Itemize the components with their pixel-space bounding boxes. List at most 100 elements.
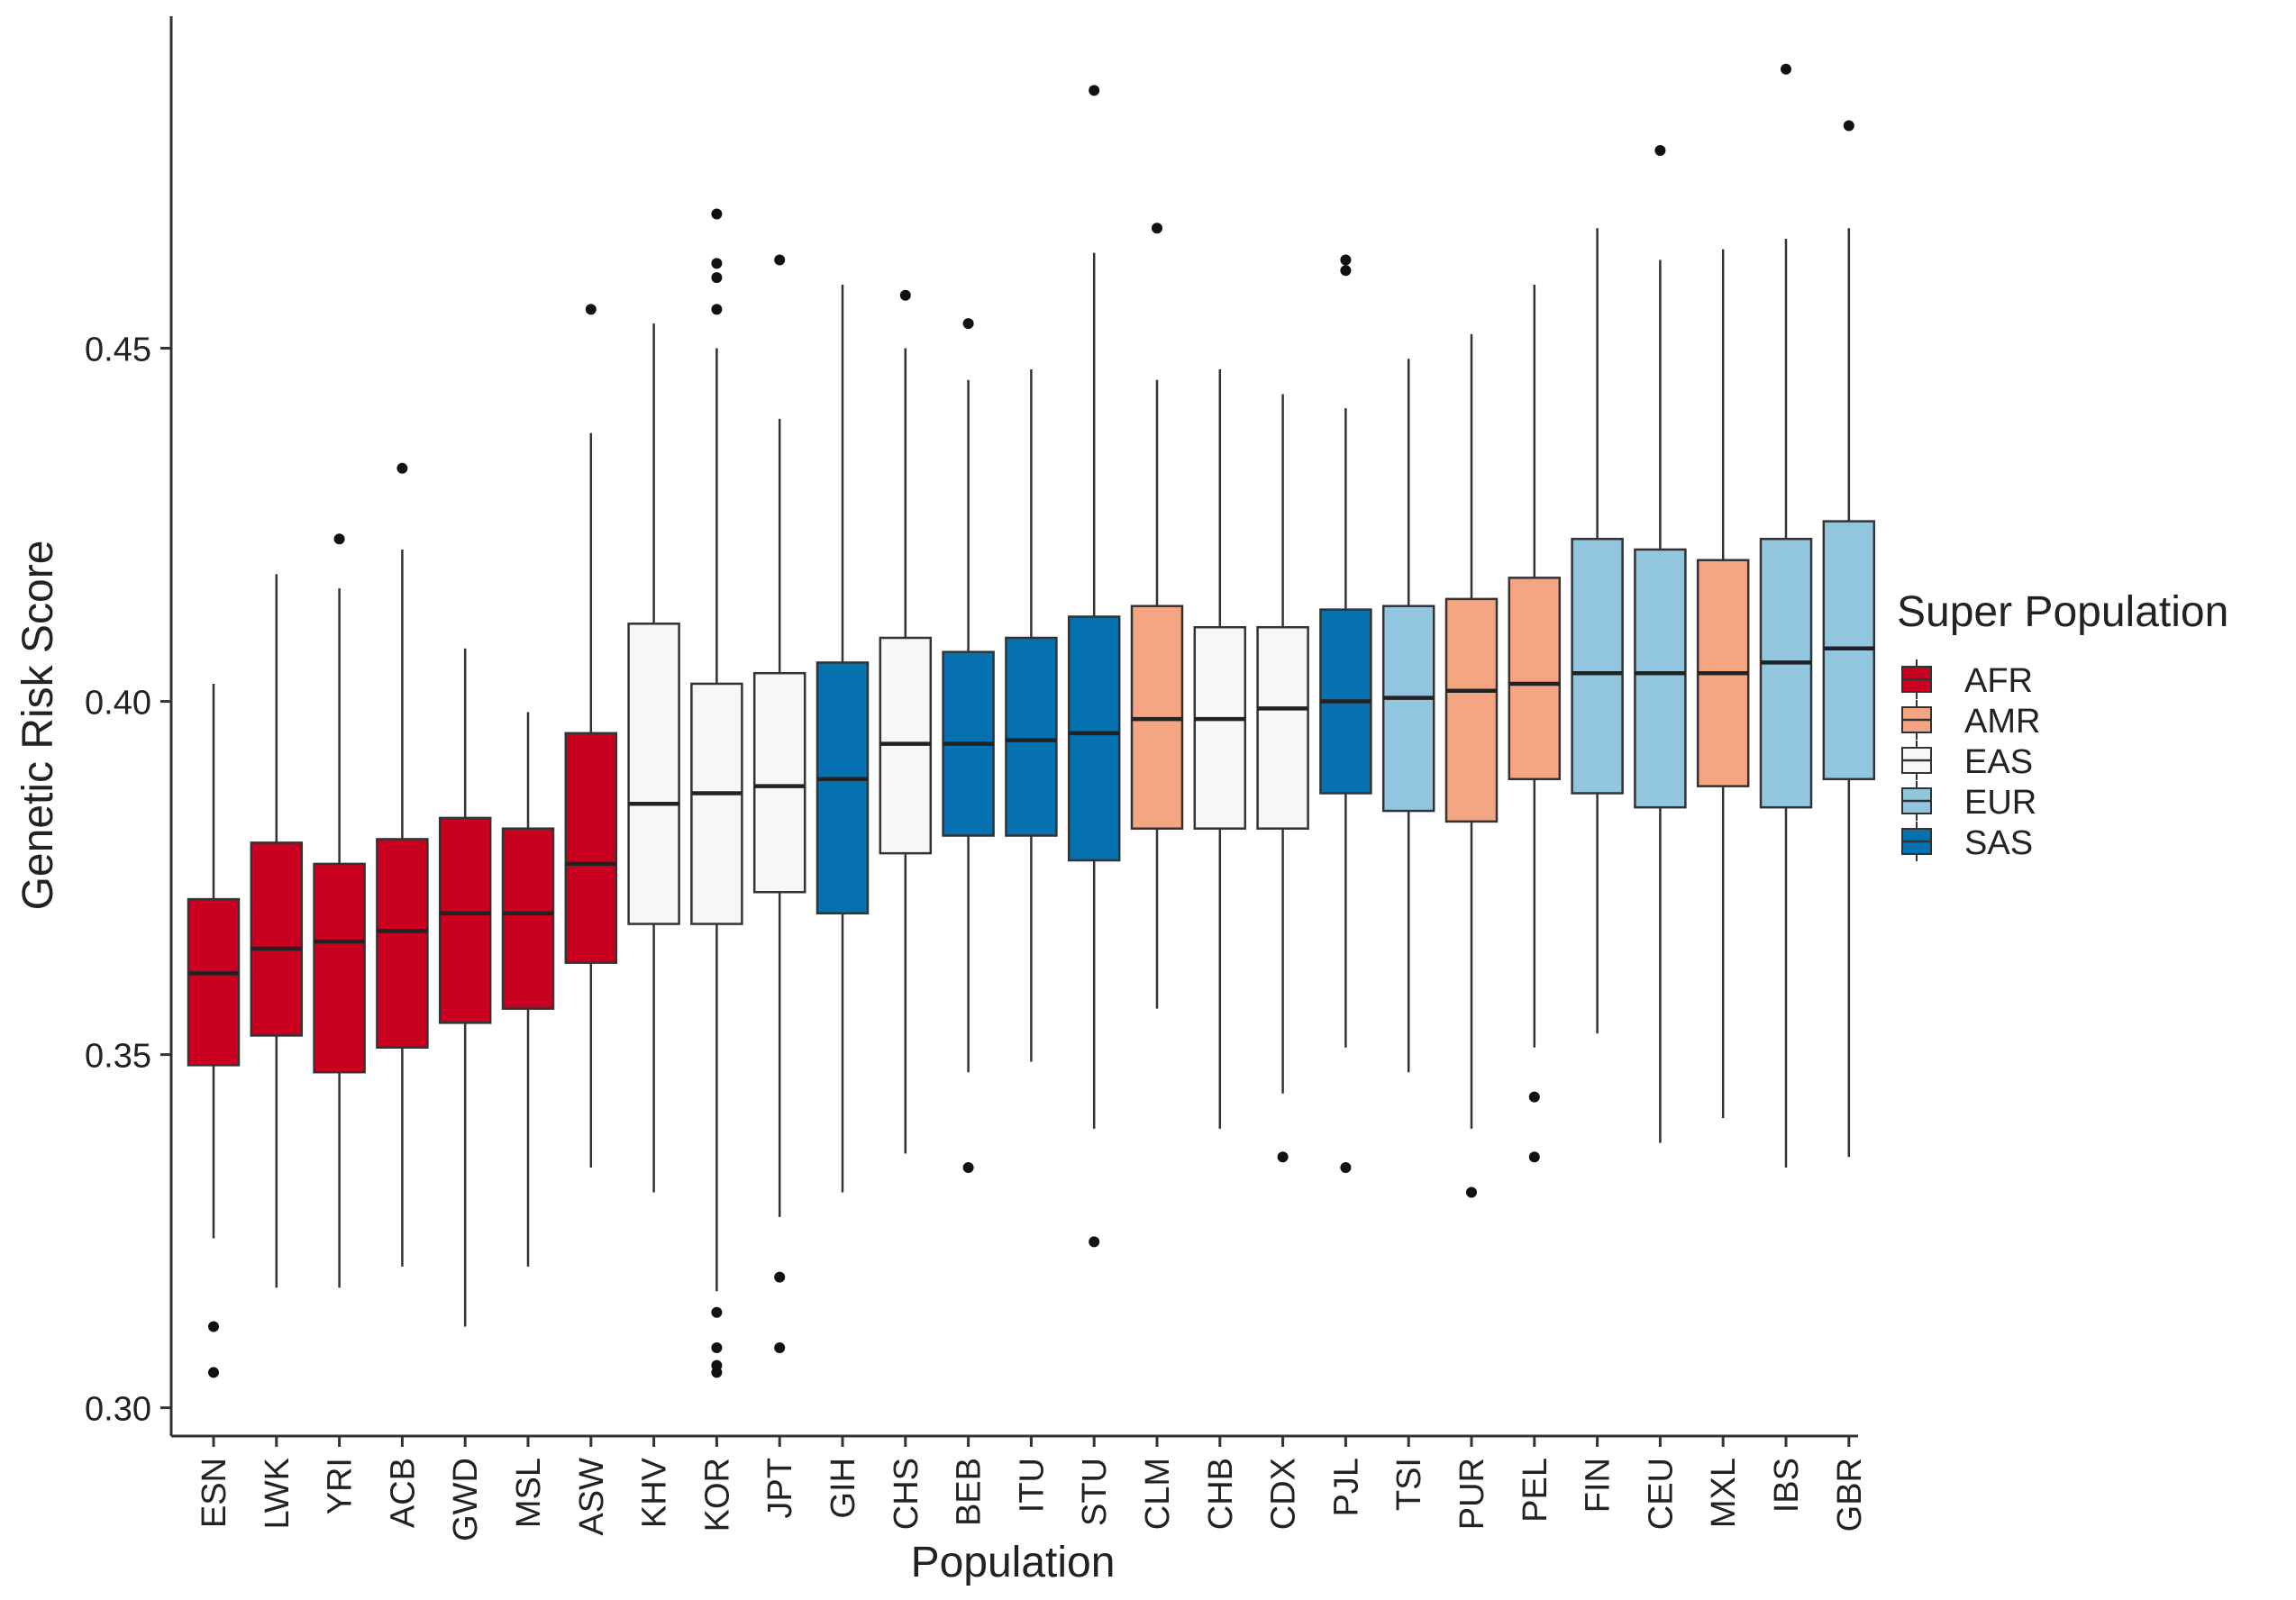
box-cdx [1256, 394, 1309, 1163]
legend-entry-label: AMR [1964, 703, 2040, 741]
x-tick-label: CHS [888, 1458, 925, 1530]
outlier-point [1089, 1236, 1100, 1248]
x-tick-label: ESN [196, 1458, 233, 1528]
outlier-point [1781, 63, 1791, 75]
box-tsi [1381, 359, 1435, 1073]
x-tick-label: ACB [384, 1458, 422, 1528]
outlier-point [1843, 120, 1854, 132]
box-beb [942, 318, 995, 1174]
box-mxl [1696, 249, 1750, 1119]
box-body [1193, 625, 1247, 830]
box-body [1508, 577, 1562, 781]
x-tick-label: FIN [1580, 1458, 1617, 1513]
x-tick-label: STU [1076, 1458, 1114, 1526]
legend-title: Super Population [1897, 588, 2228, 636]
x-tick-label: PEL [1517, 1458, 1554, 1523]
box-pur [1444, 333, 1499, 1198]
x-tick-label: CHB [1202, 1458, 1240, 1530]
y-tick-label: 0.35 [85, 1038, 151, 1076]
y-tick-label: 0.40 [85, 685, 151, 723]
outlier-point [1528, 1151, 1540, 1163]
x-tick-label: JPT [761, 1458, 799, 1519]
box-pjl [1319, 254, 1372, 1174]
box-body [1759, 537, 1813, 809]
x-tick-label: PJL [1327, 1458, 1365, 1516]
x-tick-label: CDX [1265, 1458, 1303, 1530]
box-chb [1193, 369, 1247, 1129]
outlier-point [962, 1162, 974, 1174]
box-body [752, 671, 806, 894]
box-body [815, 661, 870, 915]
box-clm [1130, 223, 1184, 1009]
box-body [187, 897, 241, 1067]
box-body [1571, 537, 1624, 795]
x-tick-label: ITU [1013, 1458, 1051, 1513]
legend-entry-label: EUR [1964, 784, 2036, 822]
box-msl [501, 712, 555, 1267]
outlier-point [774, 254, 786, 266]
legend-entry-label: SAS [1964, 824, 2033, 862]
legend-entry-eur: EUR [1901, 781, 2036, 822]
box-fin [1571, 228, 1624, 1034]
box-gbr [1822, 120, 1876, 1158]
outlier-point [711, 1306, 723, 1318]
box-khv [627, 323, 680, 1193]
box-yri [313, 533, 366, 1288]
legend-entry-label: AFR [1964, 662, 2033, 700]
box-body [1444, 597, 1499, 823]
outlier-point [333, 533, 345, 545]
legend-entry-afr: AFR [1901, 659, 2033, 700]
outlier-point [899, 289, 911, 301]
box-body [313, 862, 366, 1074]
outlier-point [1152, 223, 1162, 234]
outlier-point [774, 1271, 786, 1283]
x-tick-label: CLM [1139, 1458, 1177, 1530]
box-body [1381, 605, 1435, 813]
legend-entry-label: EAS [1964, 743, 2033, 781]
box-stu [1067, 85, 1121, 1248]
y-ticks: 0.30 0.35 0.40 0.45 [85, 332, 171, 1429]
outlier-point [711, 258, 723, 269]
box-gwd [438, 648, 492, 1327]
outlier-point [711, 1341, 723, 1353]
axes-layer [169, 16, 1858, 1438]
outlier-point [1466, 1186, 1477, 1198]
x-tick-label: GBR [1831, 1458, 1869, 1532]
box-acb [376, 462, 429, 1267]
box-jpt [752, 254, 806, 1353]
outlier-point [396, 462, 408, 474]
box-body [627, 623, 680, 925]
x-tick-label: PUR [1453, 1458, 1491, 1530]
outlier-point [1528, 1091, 1540, 1103]
y-tick-label: 0.30 [85, 1391, 151, 1429]
x-tick-label: MXL [1705, 1458, 1743, 1528]
box-body [438, 816, 492, 1024]
x-tick-label: BEB [951, 1458, 989, 1526]
outlier-point [711, 304, 723, 315]
box-body [1005, 636, 1058, 837]
box-body [564, 732, 618, 964]
x-tick-label: YRI [322, 1458, 360, 1514]
y-tick-label: 0.45 [85, 332, 151, 369]
legend-entry-eas: EAS [1901, 741, 2033, 781]
box-asw [564, 304, 618, 1168]
outlier-point [1089, 85, 1100, 96]
x-tick-label: KHV [636, 1457, 674, 1528]
outlier-point [1340, 1162, 1352, 1174]
x-tick-label: LWK [259, 1458, 296, 1530]
box-body [1256, 625, 1309, 830]
outlier-point [1277, 1151, 1289, 1163]
outlier-point [585, 304, 597, 315]
outlier-point [1340, 265, 1352, 277]
x-tick-label: GIH [825, 1458, 862, 1519]
x-axis-title: Population [911, 1539, 1116, 1586]
x-tick-label: IBS [1768, 1458, 1806, 1513]
box-body [690, 682, 743, 925]
box-body [501, 827, 555, 1010]
outlier-point [774, 1341, 786, 1353]
outlier-point [711, 272, 723, 284]
x-tick-label: GWD [447, 1458, 485, 1541]
